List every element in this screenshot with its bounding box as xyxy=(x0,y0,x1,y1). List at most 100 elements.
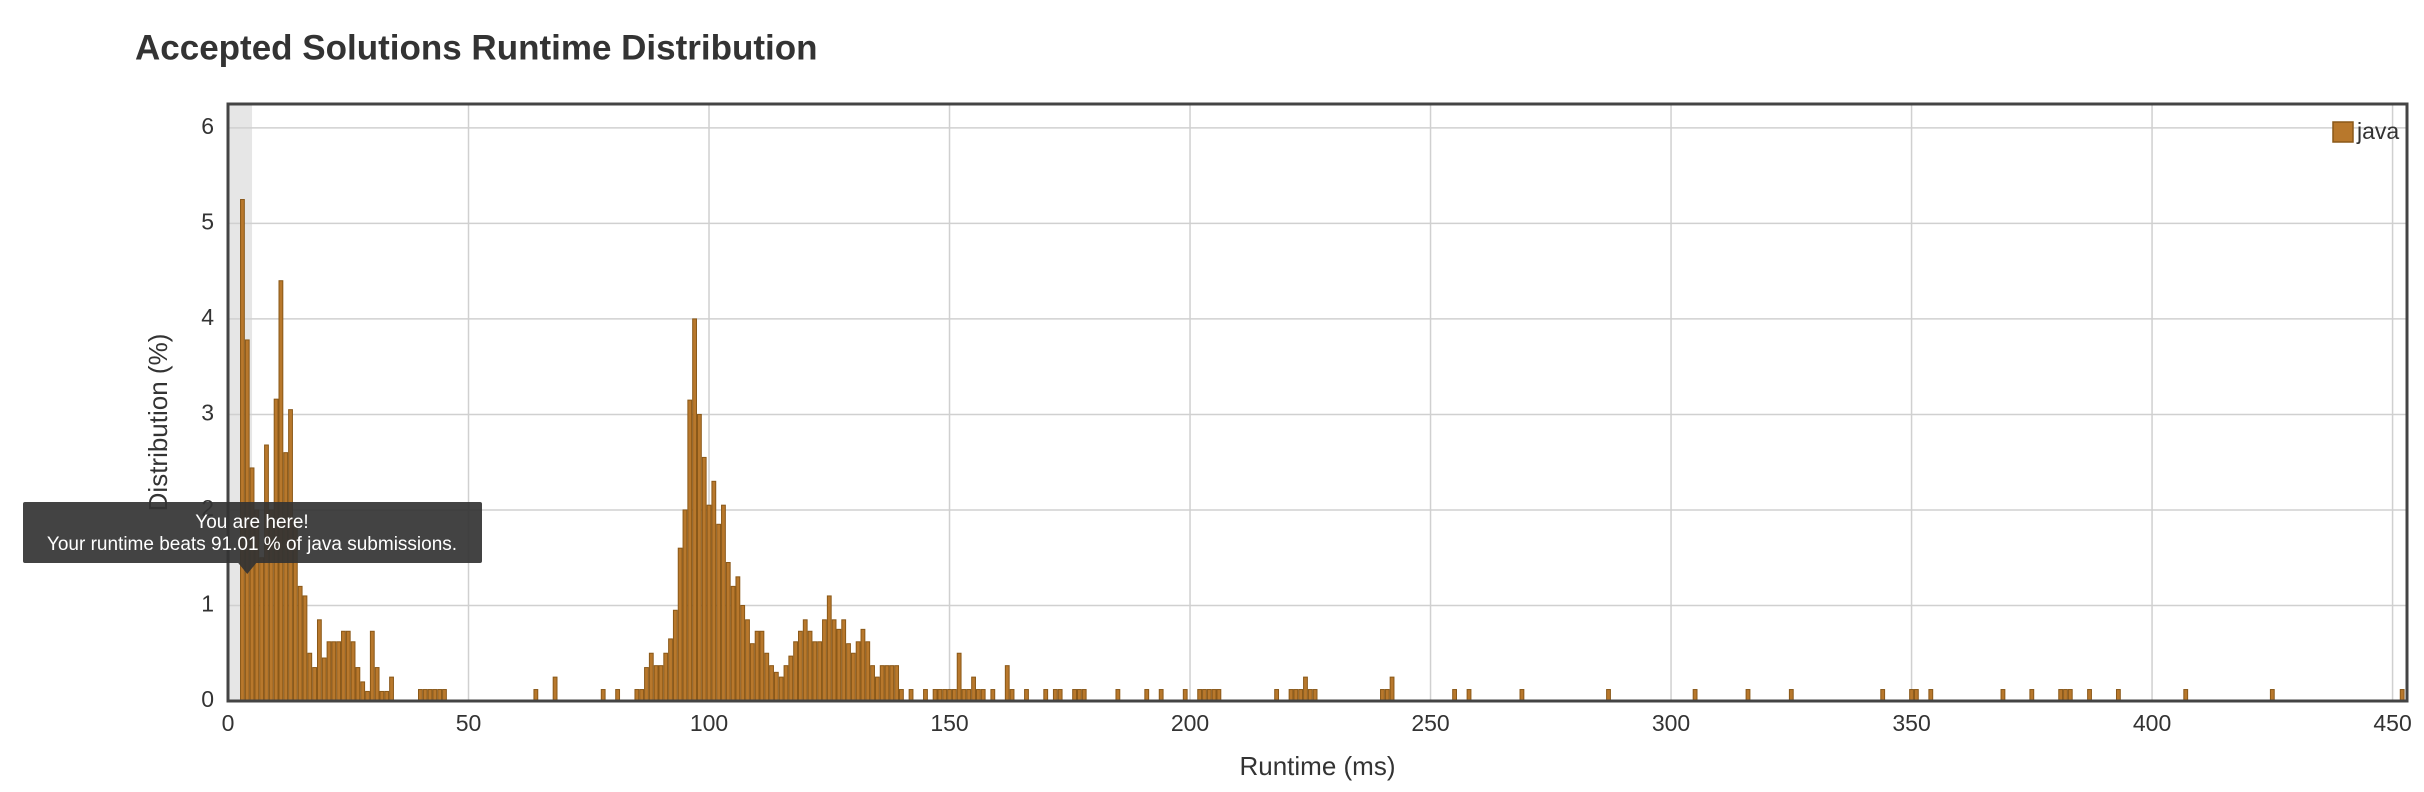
bar xyxy=(418,689,423,702)
x-tick-label: 350 xyxy=(1892,710,1930,736)
x-tick-label: 100 xyxy=(690,710,728,736)
bar xyxy=(754,630,760,702)
bar xyxy=(374,667,380,702)
bar xyxy=(956,652,962,702)
bar xyxy=(240,199,245,702)
bar xyxy=(1909,689,1914,702)
bar xyxy=(672,609,678,702)
bar xyxy=(2183,689,2189,702)
bar xyxy=(855,641,861,702)
bar xyxy=(740,604,746,702)
bar xyxy=(951,689,957,702)
bar xyxy=(764,652,770,702)
bar xyxy=(1072,689,1077,702)
bar xyxy=(793,641,799,702)
bar xyxy=(706,504,712,702)
bar xyxy=(2063,689,2068,702)
bar xyxy=(2058,689,2064,702)
bar xyxy=(259,557,265,702)
bar xyxy=(1206,689,1212,702)
bar xyxy=(278,280,284,702)
bar xyxy=(783,665,789,702)
bar xyxy=(682,509,688,702)
x-tick-label: 400 xyxy=(2133,710,2171,736)
bar xyxy=(668,638,673,702)
bar xyxy=(971,676,976,702)
bar xyxy=(937,689,943,702)
bar xyxy=(1211,689,1217,702)
bar xyxy=(360,681,366,702)
bar xyxy=(1452,689,1457,702)
bar xyxy=(831,619,837,702)
bar xyxy=(297,585,303,702)
bar xyxy=(264,444,269,702)
bar xyxy=(369,630,375,702)
chart-title: Accepted Solutions Runtime Distribution xyxy=(135,28,818,67)
bar xyxy=(1880,689,1886,702)
y-tick-label: 5 xyxy=(201,208,214,234)
bar xyxy=(1158,689,1164,702)
y-tick-label: 3 xyxy=(201,400,214,426)
bar xyxy=(1312,689,1318,702)
bar xyxy=(1307,689,1313,702)
bar xyxy=(1052,689,1058,702)
bar xyxy=(2067,689,2073,702)
bar xyxy=(899,689,904,702)
bar xyxy=(769,665,774,702)
bar xyxy=(870,665,875,702)
bar xyxy=(730,585,736,702)
bar xyxy=(2029,689,2035,702)
bar xyxy=(648,652,654,702)
bar xyxy=(1519,689,1525,702)
bar xyxy=(961,689,967,702)
legend-swatch xyxy=(2332,121,2354,143)
bar xyxy=(1057,689,1063,702)
bar xyxy=(312,667,317,702)
bar xyxy=(639,689,645,702)
bar xyxy=(1202,689,1207,702)
bar xyxy=(846,643,851,702)
bar xyxy=(721,504,726,702)
bar xyxy=(822,619,827,702)
bar xyxy=(817,641,823,702)
bar xyxy=(658,665,664,702)
bar xyxy=(1389,676,1395,702)
bar xyxy=(812,641,818,702)
x-tick-label: 450 xyxy=(2373,710,2411,736)
bar xyxy=(947,689,952,702)
bar xyxy=(923,689,928,702)
bar xyxy=(432,689,438,702)
bar xyxy=(1144,689,1150,702)
bar xyxy=(1384,689,1390,702)
bar xyxy=(1024,689,1029,702)
bar xyxy=(2269,689,2275,702)
bar xyxy=(745,619,750,702)
bar xyxy=(533,689,539,702)
bar xyxy=(2115,689,2121,702)
x-tick-label: 0 xyxy=(222,710,235,736)
bar xyxy=(966,689,972,702)
bar xyxy=(653,665,659,702)
bar xyxy=(1009,689,1015,702)
x-tick-label: 200 xyxy=(1171,710,1209,736)
bar xyxy=(692,318,697,702)
bar xyxy=(773,671,779,702)
bar xyxy=(1303,676,1308,702)
bar xyxy=(716,523,722,702)
bar xyxy=(1298,689,1304,702)
bar xyxy=(865,641,871,702)
bar xyxy=(1274,689,1280,702)
bar xyxy=(860,628,866,702)
bar xyxy=(341,630,346,702)
bar xyxy=(807,630,813,702)
bar xyxy=(1913,689,1919,702)
y-tick-label: 6 xyxy=(201,113,214,139)
bar xyxy=(350,641,356,702)
y-tick-label: 4 xyxy=(201,304,214,330)
bar xyxy=(826,595,832,702)
y-axis-label: Distribution (%) xyxy=(143,334,173,512)
bar xyxy=(1043,689,1049,702)
legend-label: java xyxy=(2356,118,2399,144)
bar xyxy=(874,676,880,702)
